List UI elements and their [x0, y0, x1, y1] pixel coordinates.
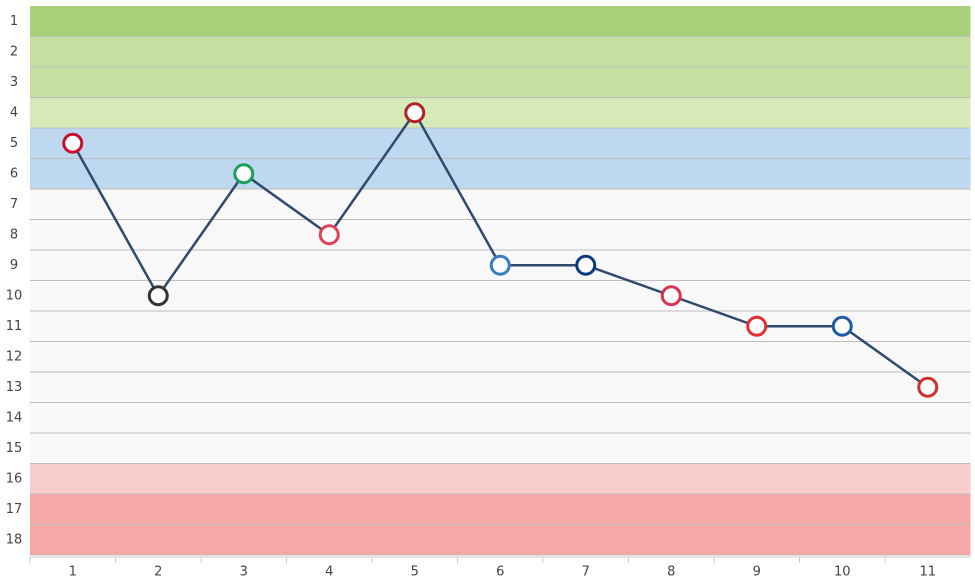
- x-tick-label: 3: [240, 565, 248, 580]
- team-marker: [831, 315, 853, 337]
- y-tick-label: 13: [6, 380, 23, 395]
- y-tick-label: 17: [6, 502, 23, 517]
- x-tick-label: 11: [919, 565, 936, 580]
- y-tick-label: 1: [10, 14, 18, 29]
- x-tick-label: 5: [411, 565, 419, 580]
- zone-band: [30, 463, 971, 494]
- team-marker: [62, 132, 84, 154]
- y-tick-label: 5: [10, 136, 18, 151]
- y-tick-label: 4: [10, 105, 18, 120]
- team-marker: [575, 254, 597, 276]
- x-tick-label: 4: [325, 565, 333, 580]
- team-marker: [746, 315, 768, 337]
- team-marker: [147, 285, 169, 307]
- y-tick-label: 15: [6, 441, 23, 456]
- y-tick-label: 3: [10, 75, 18, 90]
- y-tick-label: 2: [10, 44, 18, 59]
- team-marker: [404, 102, 426, 124]
- team-marker: [318, 224, 340, 246]
- x-tick-label: 1: [69, 565, 77, 580]
- y-tick-label: 7: [10, 197, 18, 212]
- x-tick-label: 7: [582, 565, 590, 580]
- team-marker: [660, 285, 682, 307]
- x-tick-label: 8: [667, 565, 675, 580]
- x-tick-label: 10: [834, 565, 851, 580]
- y-tick-label: 16: [6, 471, 23, 486]
- x-tick-label: 2: [154, 565, 162, 580]
- zone-band: [30, 6, 971, 37]
- y-tick-label: 18: [6, 532, 23, 547]
- x-tick-label: 6: [496, 565, 504, 580]
- y-tick-label: 11: [6, 319, 23, 334]
- y-tick-label: 8: [10, 227, 18, 242]
- y-tick-label: 10: [6, 288, 23, 303]
- team-marker: [489, 254, 511, 276]
- y-tick-label: 12: [6, 349, 23, 364]
- team-marker: [233, 163, 255, 185]
- y-tick-label: 6: [10, 166, 18, 181]
- x-tick-label: 9: [753, 565, 761, 580]
- team-marker: [917, 376, 939, 398]
- zone-band: [30, 97, 971, 128]
- y-tick-label: 9: [10, 258, 18, 273]
- y-tick-label: 14: [6, 410, 23, 425]
